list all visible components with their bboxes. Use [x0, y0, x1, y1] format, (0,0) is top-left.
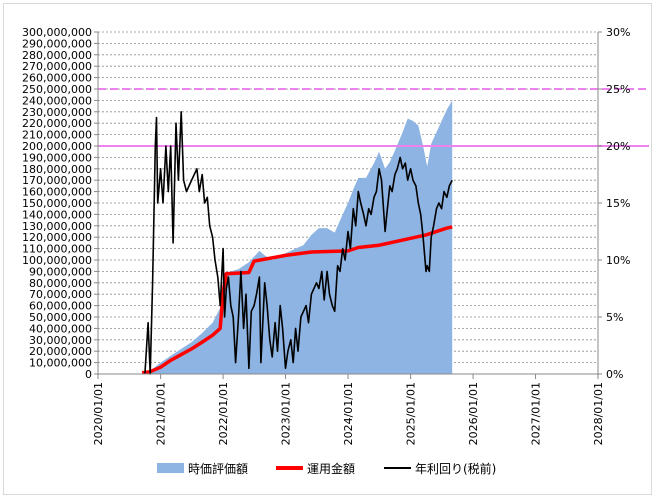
- y-left-tick-label: 140,000,000: [22, 208, 92, 221]
- y-left-tick-label: 30,000,000: [29, 334, 92, 347]
- y-left-tick-label: 280,000,000: [22, 49, 92, 62]
- y-left-tick-label: 210,000,000: [22, 129, 92, 142]
- reference-lines: [98, 88, 649, 147]
- y-left-tick-label: 20,000,000: [29, 345, 92, 358]
- x-tick-label: 2025/01/01: [405, 382, 418, 445]
- x-tick-label: 2022/01/01: [217, 382, 230, 445]
- legend-label-annual-yield: 年利回り(税前): [415, 461, 496, 476]
- axes: [94, 31, 602, 379]
- y-right-tick-label: 0%: [606, 368, 623, 381]
- y-left-tick-label: 80,000,000: [29, 277, 92, 290]
- legend-label-invested: 運用金額: [307, 461, 355, 476]
- x-tick-label: 2020/01/01: [92, 382, 105, 445]
- y-left-tick-label: 90,000,000: [29, 265, 92, 278]
- x-tick-label: 2021/01/01: [155, 382, 168, 445]
- invested-amount-line: [141, 225, 453, 375]
- legend-label-market-value: 時価評価額: [188, 461, 248, 476]
- y-left-tick-label: 240,000,000: [22, 94, 92, 107]
- x-axis-ticks: 2020/01/01 2021/01/01 2022/01/01 2023/01/01…: [92, 382, 605, 445]
- y-left-tick-label: 160,000,000: [22, 186, 92, 199]
- y-left-tick-label: 120,000,000: [22, 231, 92, 244]
- series-lines: [141, 111, 453, 375]
- y-left-tick-label: 290,000,000: [22, 37, 92, 50]
- y-left-tick-label: 190,000,000: [22, 151, 92, 164]
- y-left-tick-label: 220,000,000: [22, 117, 92, 130]
- left-axis-ticks: 010,000,00020,000,00030,000,00040,000,00…: [22, 26, 92, 381]
- y-right-tick-label: 15%: [606, 197, 630, 210]
- x-tick-label: 2024/01/01: [342, 382, 355, 445]
- y-right-tick-label: 20%: [606, 140, 630, 153]
- y-left-tick-label: 40,000,000: [29, 322, 92, 335]
- x-tick-label: 2026/01/01: [467, 382, 480, 445]
- y-left-tick-label: 300,000,000: [22, 26, 92, 39]
- y-left-tick-label: 250,000,000: [22, 83, 92, 96]
- y-left-tick-label: 170,000,000: [22, 174, 92, 187]
- y-left-tick-label: 230,000,000: [22, 106, 92, 119]
- y-left-tick-label: 60,000,000: [29, 300, 92, 313]
- y-left-tick-label: 130,000,000: [22, 220, 92, 233]
- y-left-tick-label: 270,000,000: [22, 60, 92, 73]
- x-tick-label: 2027/01/01: [530, 382, 543, 445]
- y-left-tick-label: 0: [85, 368, 92, 381]
- y-left-tick-label: 110,000,000: [22, 243, 92, 256]
- y-right-tick-label: 25%: [606, 83, 630, 96]
- x-tick-label: 2023/01/01: [280, 382, 293, 445]
- x-tick-label: 2028/01/01: [592, 382, 605, 445]
- right-axis-ticks: 0% 5% 10% 15% 20% 25% 30%: [606, 26, 630, 381]
- annual-yield-line: [144, 111, 453, 375]
- chart-frame: [3, 3, 652, 495]
- market-value-area: [139, 100, 453, 375]
- y-right-tick-label: 10%: [606, 254, 630, 267]
- y-right-tick-label: 5%: [606, 311, 623, 324]
- legend: 時価評価額 運用金額 年利回り(税前): [157, 461, 496, 476]
- y-left-tick-label: 100,000,000: [22, 254, 92, 267]
- market-value-area-path: [139, 100, 453, 375]
- y-right-tick-label: 30%: [606, 26, 630, 39]
- legend-swatch-market-value: [157, 463, 184, 473]
- y-left-tick-label: 180,000,000: [22, 163, 92, 176]
- y-left-tick-label: 260,000,000: [22, 72, 92, 85]
- y-left-tick-label: 70,000,000: [29, 288, 92, 301]
- y-left-tick-label: 10,000,000: [29, 357, 92, 370]
- y-left-tick-label: 150,000,000: [22, 197, 92, 210]
- y-left-tick-label: 200,000,000: [22, 140, 92, 153]
- y-left-tick-label: 50,000,000: [29, 311, 92, 324]
